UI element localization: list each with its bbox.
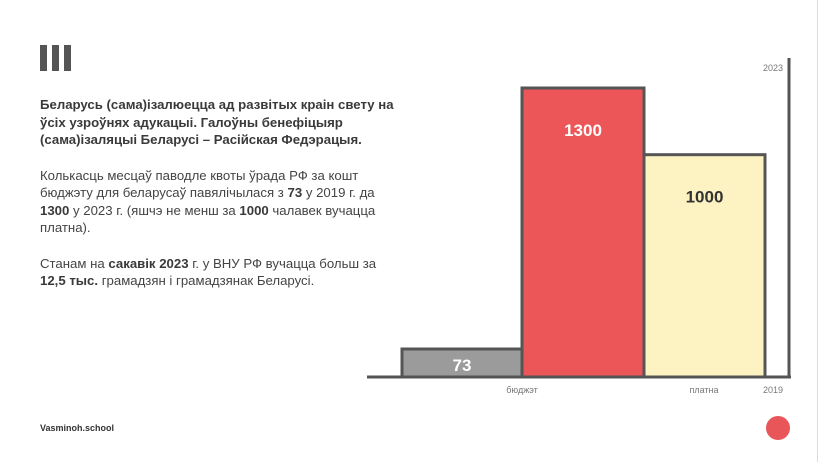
paragraph-quota: Колькасць месцаў паводле квоты ўрада РФ … (40, 167, 400, 237)
data-label: 1300 (564, 121, 602, 140)
text-segment: Колькасць месцаў паводле квоты ўрада РФ … (40, 167, 359, 201)
x-label-paid: платна (689, 385, 718, 395)
paragraph-students: Станам на сакавік 2023 г. у ВНУ РФ вучац… (40, 255, 400, 290)
highlight-value: 1000 (239, 202, 269, 218)
text-segment: чалавек вучацца платна). (40, 202, 376, 236)
highlight-value: 73 (287, 185, 303, 200)
axis-label-top: 2023 (763, 63, 783, 73)
headline: Беларусь (сама)ізалюецца ад развітых кра… (40, 97, 394, 147)
three-bars-logo-icon (40, 45, 71, 71)
bar-2023-бюджэт (520, 86, 646, 379)
mascot-logo-icon (766, 416, 790, 440)
highlight-value: 12,5 тыс. (40, 273, 99, 288)
data-label: 1000 (686, 188, 724, 207)
text-block: Беларусь (сама)ізалюецца ад развітых кра… (40, 96, 400, 308)
text-segment: Станам на (40, 255, 109, 271)
text-segment: у 2019 г. да (302, 185, 375, 200)
bar-2023-платна (642, 153, 767, 379)
highlight-value: сакавік 2023 (108, 255, 189, 271)
text-segment: г. у ВНУ РФ вучацца больш за (188, 255, 377, 271)
text-segment: у 2023 г. (яшчэ не менш за (69, 202, 240, 218)
brand-footer: Vasminoh.school (40, 423, 115, 433)
x-label-budget: бюджэт (506, 385, 538, 395)
highlight-value: 1300 (40, 202, 70, 218)
slide-edge (817, 0, 818, 462)
text-segment: грамадзян і грамадзянак Беларусі. (98, 273, 315, 288)
data-label: 73 (453, 356, 472, 375)
axis-label-bottom: 2019 (763, 385, 783, 395)
